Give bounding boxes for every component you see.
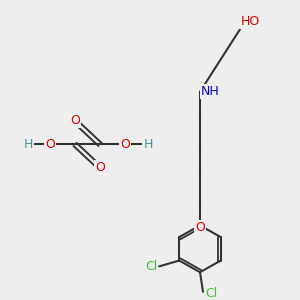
Text: H: H (23, 138, 33, 151)
Text: O: O (70, 115, 80, 128)
Text: H: H (143, 138, 153, 151)
Text: Cl: Cl (145, 260, 157, 273)
Text: O: O (45, 138, 55, 151)
Text: HO: HO (240, 15, 260, 28)
Text: NH: NH (201, 85, 219, 98)
Text: O: O (120, 138, 130, 151)
Text: Cl: Cl (205, 287, 217, 300)
Text: O: O (95, 161, 105, 174)
Text: O: O (195, 221, 205, 234)
